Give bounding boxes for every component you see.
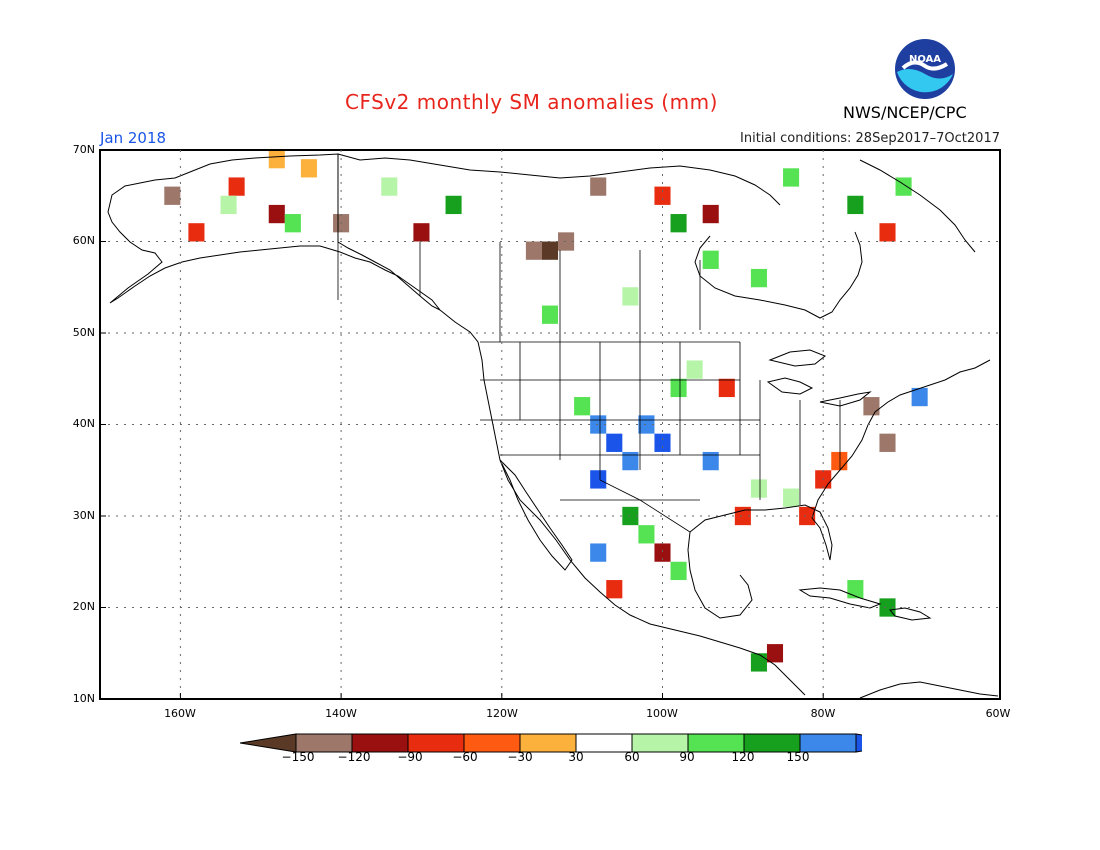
noaa-logo: NOAA — [895, 39, 955, 99]
colorbar — [240, 733, 862, 753]
anomaly-cell — [686, 360, 703, 379]
anomaly-cell — [879, 223, 896, 242]
anomaly-cell — [622, 451, 639, 471]
anomaly-cell — [831, 451, 848, 471]
anomaly-cell — [558, 232, 575, 251]
anomaly-cell — [654, 543, 671, 562]
anomaly-cell — [445, 195, 462, 215]
lat-label: 60N — [72, 234, 95, 247]
initial-conditions: Initial conditions: 28Sep2017–7Oct2017 — [740, 131, 1000, 146]
colorbar-label: 60 — [624, 750, 640, 764]
anomaly-cell — [606, 580, 623, 599]
anomaly-cell — [654, 186, 671, 205]
lat-label: 30N — [72, 509, 95, 522]
anomaly-cell — [702, 451, 719, 471]
lon-label: 60W — [985, 707, 1011, 720]
anomaly-cell — [541, 241, 559, 260]
anomaly-cell — [879, 433, 896, 452]
colorbar-label: −60 — [452, 750, 478, 764]
colorbar-label: 90 — [679, 750, 695, 764]
agency-label: NWS/NCEP/CPC — [843, 103, 967, 122]
anomaly-cell — [228, 177, 245, 196]
anomaly-cell — [847, 195, 864, 215]
lat-label: 50N — [72, 326, 95, 339]
anomaly-cell — [164, 186, 181, 205]
gridlines — [100, 150, 1000, 699]
anomaly-cell — [750, 268, 767, 288]
tick-marks — [100, 149, 824, 699]
lon-label: 140W — [325, 707, 357, 720]
colorbar-label: −90 — [397, 750, 423, 764]
lon-label: 120W — [486, 707, 518, 720]
anomaly-cell — [541, 305, 559, 324]
anomaly-cell — [750, 653, 767, 672]
anomaly-cell — [525, 241, 542, 260]
colorbar-label: −30 — [507, 750, 533, 764]
colorbar-label: −120 — [337, 750, 371, 764]
anomaly-cell — [750, 479, 767, 498]
anomaly-cell — [188, 223, 205, 242]
anomaly-cell — [863, 397, 880, 416]
anomaly-cell — [284, 214, 301, 233]
anomaly-cell — [268, 150, 285, 169]
anomaly-cell — [702, 204, 719, 224]
anomaly-cell — [783, 168, 800, 187]
anomaly-cell — [413, 223, 430, 242]
anomaly-cell — [783, 488, 800, 507]
anomaly-cell — [590, 415, 607, 434]
anomaly-cell — [381, 177, 398, 196]
anomaly-cell — [654, 433, 671, 452]
anomaly-cell — [220, 195, 237, 215]
lat-label: 20N — [72, 600, 95, 613]
anomaly-cells-layer — [164, 150, 928, 672]
anomaly-cell — [268, 204, 285, 224]
anomaly-cell — [638, 525, 655, 544]
anomaly-cell — [622, 506, 639, 526]
anomaly-cell — [622, 287, 639, 306]
lat-label: 10N — [72, 692, 95, 705]
lon-label: 100W — [646, 707, 678, 720]
lat-label: 40N — [72, 417, 95, 430]
anomaly-cell — [766, 644, 784, 663]
lat-label: 70N — [72, 143, 95, 156]
anomaly-cell — [911, 387, 928, 407]
colorbar-label: 30 — [568, 750, 584, 764]
anomaly-cell — [718, 378, 735, 398]
anomaly-cell — [702, 250, 719, 269]
colorbar-label: −150 — [281, 750, 315, 764]
anomaly-cell — [799, 506, 816, 526]
anomaly-cell — [300, 159, 317, 178]
anomaly-cell — [590, 177, 607, 196]
anomaly-cell — [670, 214, 687, 233]
anomaly-cell — [670, 561, 687, 581]
anomaly-cell — [590, 543, 607, 562]
anomaly-cell — [847, 580, 864, 599]
logo-text: NOAA — [909, 54, 941, 65]
colorbar-arrow-right — [855, 733, 862, 753]
anomaly-cell — [590, 470, 607, 489]
map-title: CFSv2 monthly SM anomalies (mm) — [345, 90, 718, 114]
lon-label: 160W — [164, 707, 196, 720]
colorbar-label: 120 — [731, 750, 755, 764]
anomaly-cell — [574, 397, 591, 416]
colorbar-label: 150 — [786, 750, 810, 764]
valid-month: Jan 2018 — [100, 129, 167, 147]
anomaly-cell — [670, 378, 687, 398]
anomaly-cell — [606, 433, 623, 452]
coastlines — [107, 153, 999, 699]
political-boundaries — [337, 242, 841, 533]
lon-label: 80W — [810, 707, 836, 720]
